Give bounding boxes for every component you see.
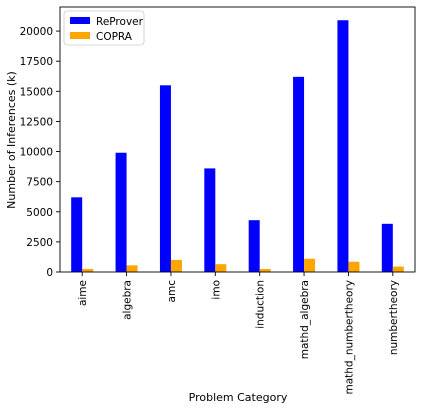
y-tick-label: 20000 — [20, 26, 53, 38]
bar-copra-aime — [82, 268, 94, 272]
bar-copra-algebra — [126, 265, 138, 273]
bar-copra-mathd_algebra — [304, 258, 316, 272]
bar-copra-amc — [170, 259, 182, 272]
x-tick-label: algebra — [122, 280, 134, 320]
y-tick-label: 7500 — [26, 177, 53, 189]
bar-reprover-mathd_numbertheory — [337, 20, 349, 272]
legend-swatch-reprover — [70, 17, 90, 24]
plot-frame — [59, 6, 416, 273]
bar-reprover-amc — [159, 85, 171, 272]
x-tick-label: aime — [77, 280, 89, 306]
legend: ReProver COPRA — [63, 10, 145, 46]
y-tick-label: 2500 — [26, 237, 53, 249]
bar-copra-numbertheory — [392, 266, 404, 272]
x-tick-label: mathd_algebra — [299, 280, 311, 359]
x-tick-label: amc — [166, 280, 178, 303]
y-tick-label: 17500 — [20, 56, 53, 68]
y-tick-label: 15000 — [20, 86, 53, 98]
y-tick-label: 5000 — [26, 207, 53, 219]
x-tick-label: numbertheory — [388, 280, 400, 355]
legend-label-copra: COPRA — [96, 31, 133, 43]
x-tick-label: imo — [210, 280, 222, 300]
x-tick-label: mathd_numbertheory — [343, 280, 355, 395]
bar-copra-mathd_numbertheory — [348, 261, 360, 272]
y-tick-label: 0 — [46, 267, 53, 279]
legend-swatch-copra — [70, 32, 90, 39]
bar-reprover-imo — [204, 168, 216, 272]
y-tick-label: 10000 — [20, 147, 53, 159]
bar-reprover-numbertheory — [381, 223, 393, 272]
bar-reprover-algebra — [115, 152, 127, 272]
y-axis-label: Number of Inferences (k) — [5, 71, 18, 209]
bars-layer — [71, 20, 404, 273]
x-tick-label: induction — [255, 280, 267, 329]
bar-copra-induction — [259, 268, 271, 272]
bar-reprover-mathd_algebra — [293, 76, 305, 272]
bar-reprover-aime — [71, 197, 83, 272]
x-axis-label: Problem Category — [189, 391, 288, 404]
ticks-layer: 0 2500 5000 7500 10000 12500 15000 17500 20000 ai… — [20, 26, 400, 394]
y-tick-label: 12500 — [20, 116, 53, 128]
bar-copra-imo — [215, 264, 227, 272]
bar-reprover-induction — [248, 220, 260, 272]
axes-layer — [59, 6, 416, 273]
legend-label-reprover: ReProver — [96, 16, 144, 28]
